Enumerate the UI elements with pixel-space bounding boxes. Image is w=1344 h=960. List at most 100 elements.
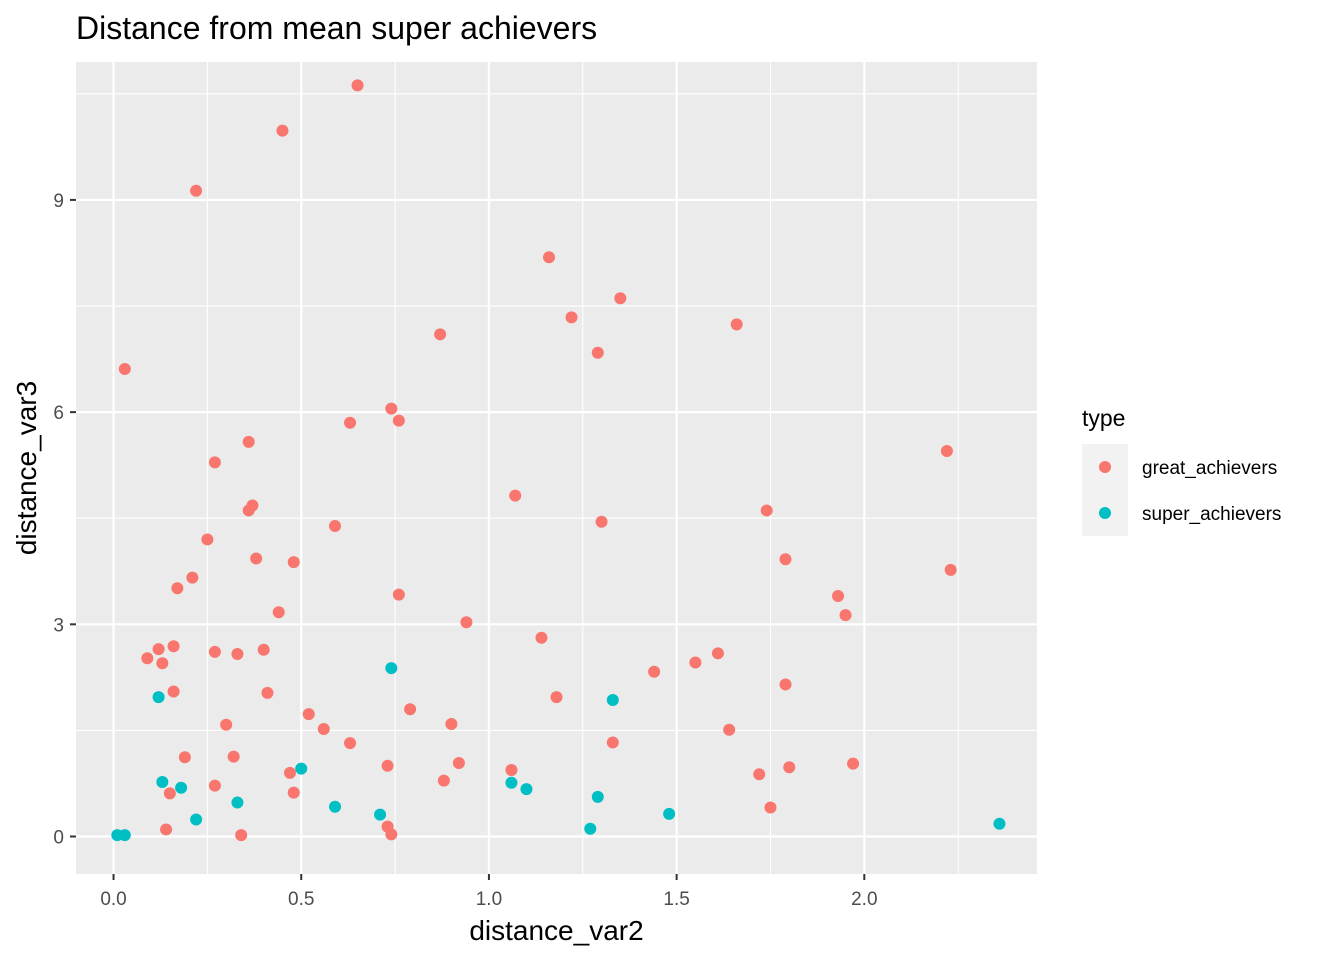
data-point-great-achievers — [606, 736, 619, 749]
data-point-super-achievers — [295, 762, 308, 775]
legend: type great_achievers super_achievers — [1082, 405, 1281, 536]
data-point-great-achievers — [208, 645, 221, 658]
data-point-super-achievers — [152, 691, 165, 704]
data-point-great-achievers — [565, 311, 578, 324]
data-point-great-achievers — [437, 774, 450, 787]
data-point-great-achievers — [220, 718, 233, 731]
x-tick-label: 0.0 — [100, 889, 126, 910]
y-axis-title: distance_var3 — [11, 381, 42, 555]
legend-swatch — [1099, 507, 1111, 519]
data-point-great-achievers — [730, 318, 743, 331]
data-point-great-achievers — [381, 759, 394, 772]
data-point-great-achievers — [779, 553, 792, 566]
data-point-great-achievers — [141, 652, 154, 665]
data-point-super-achievers — [385, 662, 398, 675]
x-tick-label: 0.5 — [288, 889, 314, 910]
x-tick-label: 1.0 — [476, 889, 502, 910]
data-point-great-achievers — [764, 801, 777, 814]
data-point-great-achievers — [351, 79, 364, 92]
data-point-great-achievers — [257, 643, 270, 656]
data-point-great-achievers — [392, 414, 405, 427]
data-point-great-achievers — [276, 124, 289, 137]
data-point-super-achievers — [329, 800, 342, 813]
data-point-great-achievers — [940, 445, 953, 458]
data-point-great-achievers — [317, 723, 330, 735]
data-point-great-achievers — [535, 631, 548, 644]
data-point-great-achievers — [832, 590, 845, 603]
chart-title: Distance from mean super achievers — [76, 10, 597, 46]
data-point-great-achievers — [711, 647, 724, 660]
x-axis: 0.0 0.5 1.0 1.5 2.0 — [100, 874, 878, 910]
data-point-super-achievers — [606, 694, 619, 706]
y-tick-label: 6 — [53, 403, 64, 424]
data-point-great-achievers — [302, 708, 315, 721]
data-point-great-achievers — [287, 786, 300, 799]
data-point-great-achievers — [208, 456, 221, 469]
data-point-great-achievers — [167, 640, 180, 653]
data-point-great-achievers — [227, 750, 240, 763]
x-tick-label: 2.0 — [851, 889, 877, 910]
data-point-great-achievers — [329, 520, 342, 532]
grid-major — [76, 62, 1037, 874]
data-point-great-achievers — [242, 504, 255, 517]
data-point-great-achievers — [287, 556, 300, 569]
data-point-super-achievers — [520, 783, 533, 796]
data-point-great-achievers — [261, 686, 274, 699]
data-point-great-achievers — [614, 292, 627, 305]
data-point-great-achievers — [344, 416, 357, 429]
data-point-super-achievers — [190, 813, 203, 826]
data-point-great-achievers — [385, 828, 398, 841]
legend-title: type — [1082, 405, 1125, 431]
y-tick-label: 9 — [53, 191, 64, 212]
data-point-great-achievers — [250, 552, 263, 565]
data-point-great-achievers — [839, 609, 852, 622]
data-point-great-achievers — [550, 691, 563, 704]
y-axis: 0 3 6 9 — [53, 191, 76, 849]
data-point-great-achievers — [171, 582, 184, 595]
legend-items: great_achievers super_achievers — [1082, 444, 1281, 536]
data-point-great-achievers — [392, 588, 405, 601]
data-point-great-achievers — [591, 346, 604, 359]
data-point-great-achievers — [460, 616, 473, 629]
data-point-great-achievers — [201, 533, 214, 546]
data-point-great-achievers — [231, 648, 244, 661]
data-point-super-achievers — [374, 808, 387, 821]
data-point-great-achievers — [648, 665, 661, 678]
x-axis-title: distance_var2 — [469, 915, 643, 946]
data-point-great-achievers — [753, 768, 766, 781]
legend-label: great_achievers — [1142, 458, 1277, 479]
data-point-great-achievers — [847, 757, 860, 770]
data-point-great-achievers — [404, 703, 417, 716]
data-point-great-achievers — [235, 829, 248, 842]
data-point-great-achievers — [160, 823, 173, 836]
legend-swatch — [1099, 461, 1111, 473]
data-point-great-achievers — [505, 764, 518, 777]
data-point-super-achievers — [156, 776, 169, 789]
data-point-great-achievers — [178, 751, 191, 764]
grid-minor — [76, 62, 1037, 874]
data-point-super-achievers — [118, 829, 131, 842]
data-point-great-achievers — [344, 737, 357, 750]
legend-label: super_achievers — [1142, 504, 1281, 525]
y-tick-label: 3 — [53, 615, 64, 636]
plot-panel — [76, 62, 1037, 874]
data-point-super-achievers — [993, 817, 1006, 830]
y-tick-label: 0 — [53, 828, 64, 849]
data-point-super-achievers — [231, 796, 244, 809]
data-points — [111, 79, 1006, 842]
data-point-great-achievers — [163, 787, 176, 800]
data-point-great-achievers — [186, 571, 199, 584]
data-point-super-achievers — [175, 781, 188, 794]
data-point-great-achievers — [385, 402, 398, 415]
data-point-great-achievers — [509, 489, 522, 502]
data-point-great-achievers — [190, 184, 203, 197]
data-point-great-achievers — [242, 435, 255, 448]
data-point-great-achievers — [272, 606, 285, 619]
data-point-great-achievers — [595, 515, 608, 528]
data-point-great-achievers — [208, 779, 221, 792]
data-point-great-achievers — [723, 723, 736, 736]
data-point-great-achievers — [779, 678, 792, 691]
data-point-great-achievers — [118, 362, 131, 375]
data-point-super-achievers — [663, 807, 676, 820]
